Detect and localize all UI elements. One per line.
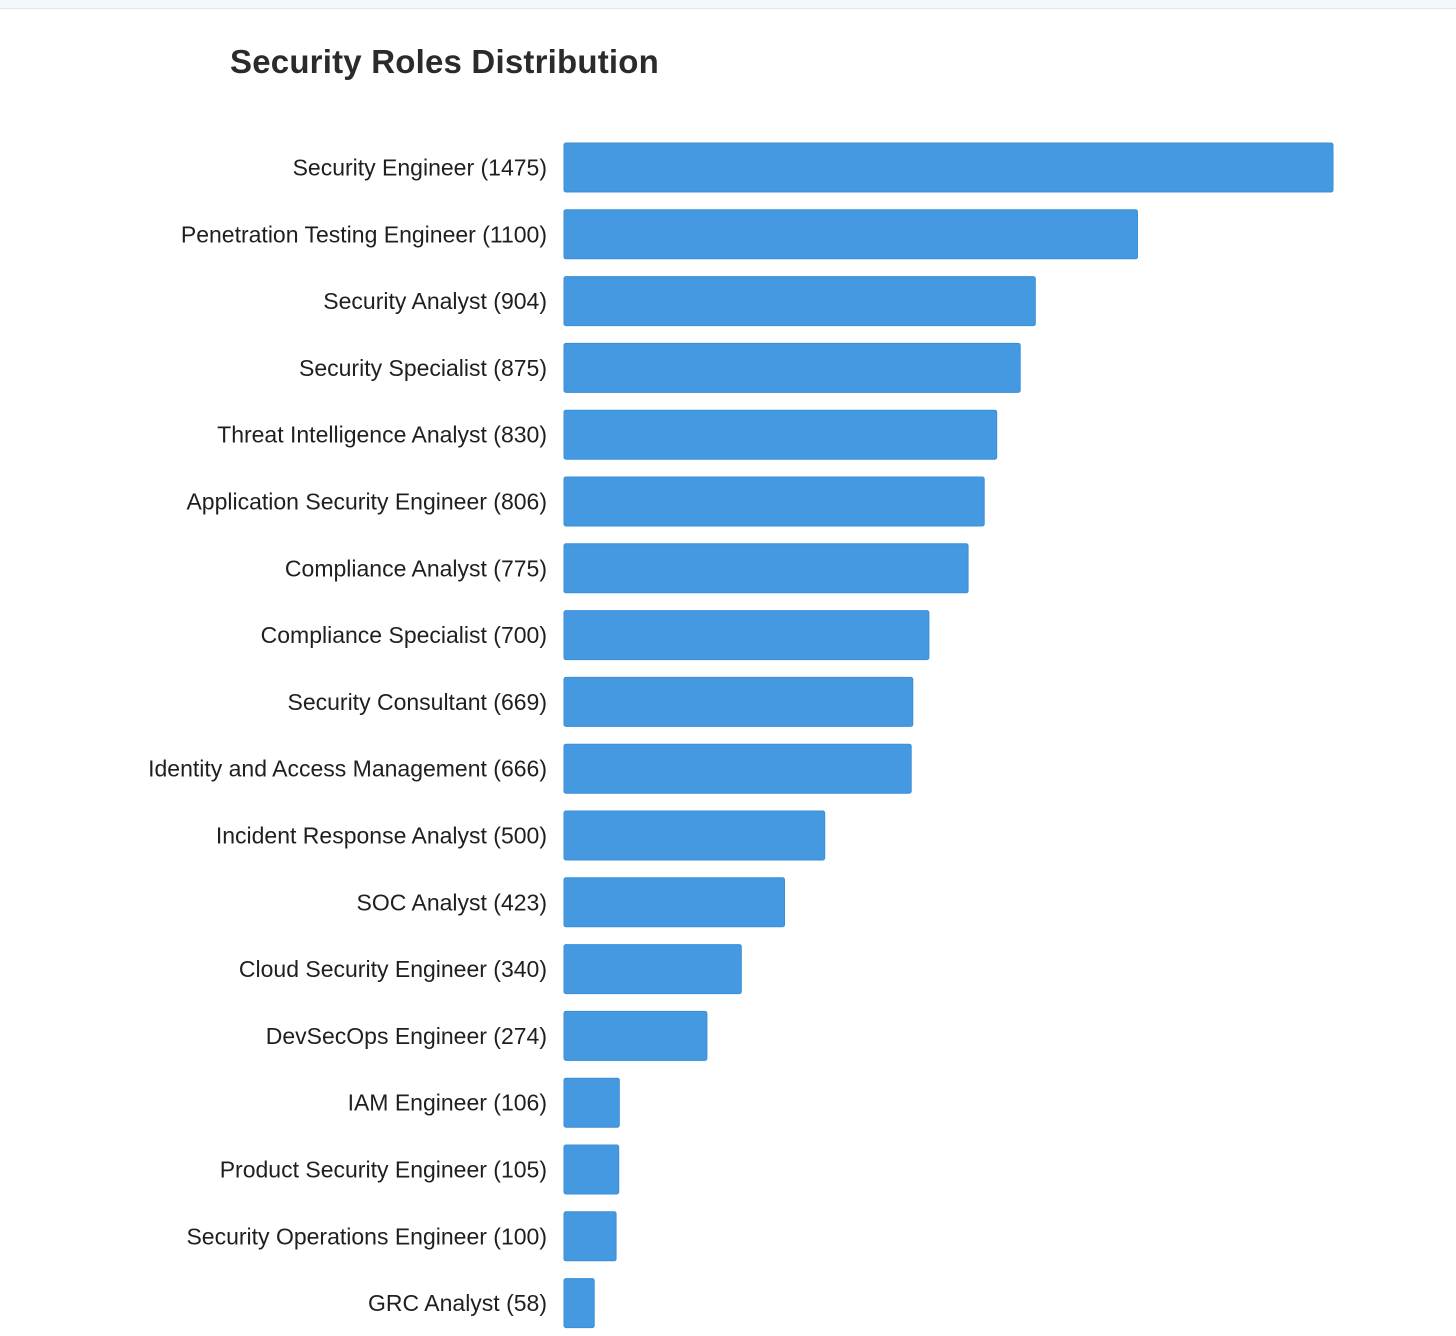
tick-label-16: Security Operations Engineer (100) [186, 1223, 547, 1249]
bar-7[interactable] [563, 610, 930, 661]
tick-label-6: Compliance Analyst (775) [285, 555, 547, 581]
tick-label-10: Incident Response Analyst (500) [216, 823, 547, 849]
tick-label-4: Threat Intelligence Analyst (830) [217, 422, 547, 448]
bar-2[interactable] [563, 276, 1036, 327]
tick-label-11: SOC Analyst (423) [357, 889, 547, 915]
tick-label-5: Application Security Engineer (806) [186, 489, 547, 515]
bar-12[interactable] [563, 944, 742, 995]
bar-15[interactable] [563, 1144, 620, 1195]
chart-title: Security Roles Distribution [230, 43, 659, 80]
bar-14[interactable] [563, 1077, 620, 1128]
tick-label-12: Cloud Security Engineer (340) [239, 956, 547, 982]
bar-10[interactable] [563, 810, 826, 861]
tick-label-15: Product Security Engineer (105) [220, 1157, 547, 1183]
bar-1[interactable] [563, 209, 1138, 260]
bar-9[interactable] [563, 743, 912, 794]
bar-16[interactable] [563, 1211, 617, 1262]
bar-6[interactable] [563, 543, 969, 594]
tick-label-13: DevSecOps Engineer (274) [266, 1023, 547, 1049]
tick-label-17: GRC Analyst (58) [368, 1290, 547, 1316]
tick-label-0: Security Engineer (1475) [293, 155, 547, 181]
bar-5[interactable] [563, 476, 985, 527]
tick-label-9: Identity and Access Management (666) [148, 756, 547, 782]
bar-0[interactable] [563, 142, 1334, 193]
tick-label-1: Penetration Testing Engineer (1100) [181, 221, 547, 247]
bar-17[interactable] [563, 1278, 595, 1329]
tick-label-7: Compliance Specialist (700) [261, 622, 547, 648]
bar-4[interactable] [563, 409, 998, 460]
tick-label-3: Security Specialist (875) [299, 355, 547, 381]
bar-13[interactable] [563, 1010, 708, 1061]
bar-11[interactable] [563, 877, 785, 928]
bar-3[interactable] [563, 342, 1021, 393]
top-strip [0, 0, 1456, 9]
tick-label-14: IAM Engineer (106) [348, 1090, 547, 1116]
tick-label-8: Security Consultant (669) [287, 689, 547, 715]
bar-8[interactable] [563, 676, 914, 727]
tick-label-2: Security Analyst (904) [323, 288, 547, 314]
